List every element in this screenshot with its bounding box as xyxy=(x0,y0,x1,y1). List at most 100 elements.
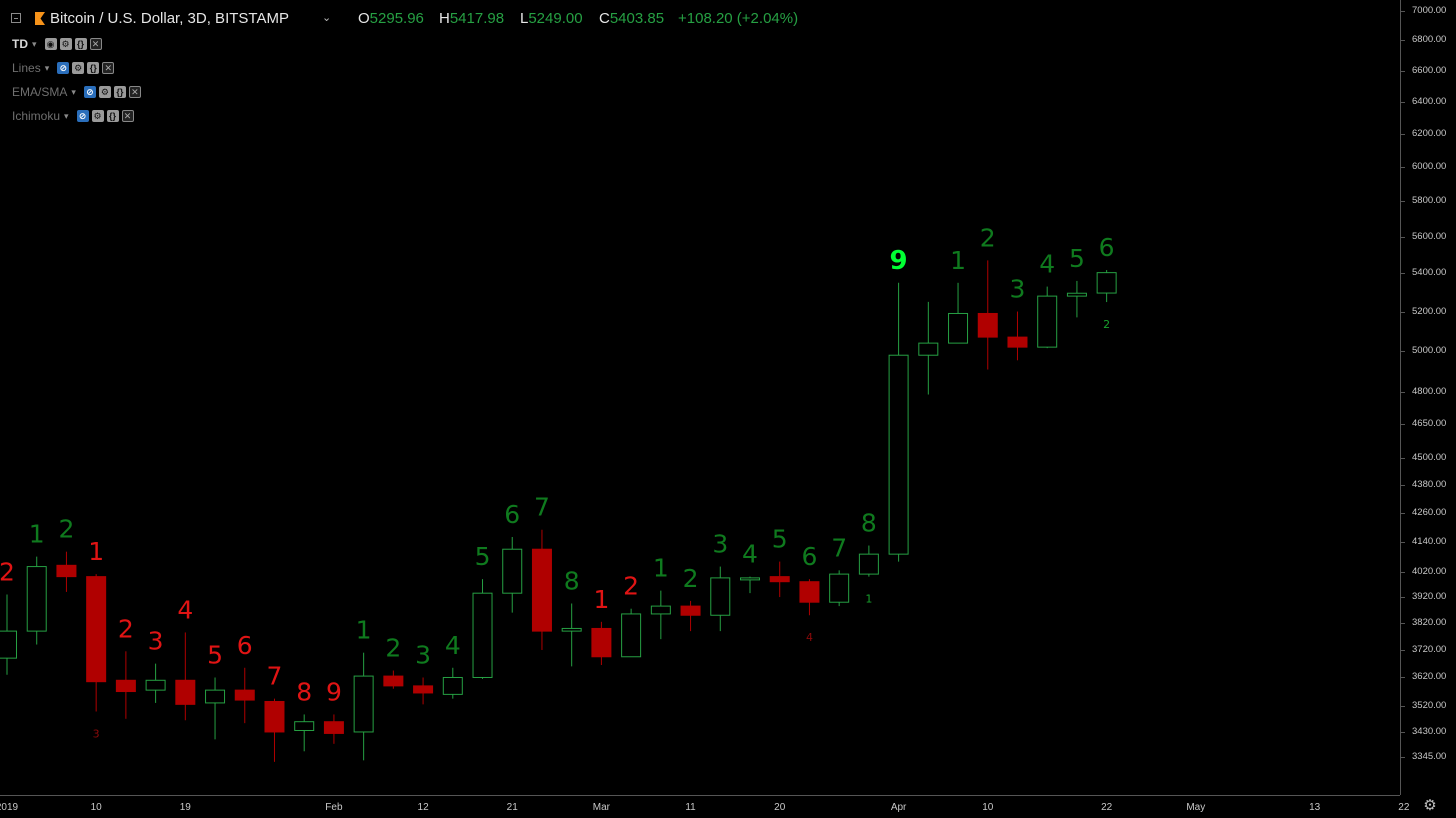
candle[interactable] xyxy=(650,590,671,640)
td-count-label: 4 xyxy=(742,540,758,569)
candle[interactable] xyxy=(858,545,879,577)
close-icon[interactable]: ✕ xyxy=(128,86,141,98)
price-tick-label: 3720.00 xyxy=(1412,643,1447,655)
candle[interactable] xyxy=(383,670,404,689)
candle[interactable] xyxy=(234,667,255,724)
indicator-name[interactable]: Lines xyxy=(12,61,41,75)
candle[interactable] xyxy=(56,551,77,592)
candle-body xyxy=(888,354,909,555)
eye-icon[interactable]: ◉ xyxy=(44,38,57,50)
price-tick-mark xyxy=(1400,457,1405,459)
candle-body xyxy=(1037,295,1058,348)
td-setup-label: 2 xyxy=(1103,318,1110,331)
price-tick-mark xyxy=(1400,11,1405,13)
candle[interactable] xyxy=(0,594,17,675)
candle[interactable] xyxy=(1007,311,1028,361)
source-code-icon[interactable]: {} xyxy=(106,110,119,122)
gear-icon[interactable]: ⚙ xyxy=(98,86,111,98)
candle[interactable] xyxy=(829,570,850,607)
eye-off-icon[interactable]: ⊘ xyxy=(57,62,70,74)
candle[interactable] xyxy=(294,714,315,752)
candle-body xyxy=(472,592,493,678)
candle[interactable] xyxy=(26,556,47,645)
candle-body xyxy=(531,548,552,632)
candle[interactable] xyxy=(145,663,166,703)
price-axis[interactable] xyxy=(1400,0,1456,795)
candle[interactable] xyxy=(1037,286,1058,349)
indicator-name[interactable]: TD xyxy=(12,37,28,51)
chevron-down-icon[interactable]: ▾ xyxy=(32,38,37,49)
chevron-down-icon[interactable]: ▾ xyxy=(64,110,69,121)
time-tick-label: Mar xyxy=(592,802,611,813)
candle[interactable] xyxy=(769,561,790,598)
candle-body xyxy=(56,564,77,578)
price-tick-mark xyxy=(1400,484,1405,486)
td-setup-label: 1 xyxy=(865,593,872,606)
candle[interactable] xyxy=(205,677,226,740)
candle[interactable] xyxy=(680,600,701,632)
chevron-down-icon[interactable]: ▾ xyxy=(71,86,76,97)
eye-off-icon[interactable]: ⊘ xyxy=(83,86,96,98)
indicator-row-ema-sma[interactable]: EMA/SMA ▾ ⊘ ⚙ {} ✕ xyxy=(12,83,144,101)
candle[interactable] xyxy=(710,566,731,632)
gear-icon[interactable]: ⚙ xyxy=(91,110,104,122)
indicator-row-lines[interactable]: Lines ▾ ⊘ ⚙ {} ✕ xyxy=(12,59,117,77)
td-count-label: 2 xyxy=(58,515,74,544)
candle[interactable] xyxy=(472,579,493,679)
close-icon[interactable]: ✕ xyxy=(102,62,115,74)
candle[interactable] xyxy=(531,529,552,650)
price-tick-mark xyxy=(1400,424,1405,426)
gear-icon[interactable]: ⚙ xyxy=(59,38,72,50)
candle[interactable] xyxy=(918,301,939,395)
indicator-row-ichimoku[interactable]: Ichimoku ▾ ⊘ ⚙ {} ✕ xyxy=(12,107,137,125)
time-tick-label: 11 xyxy=(685,802,696,813)
price-tick-mark xyxy=(1400,597,1405,599)
source-code-icon[interactable]: {} xyxy=(113,86,126,98)
candle[interactable] xyxy=(353,652,374,761)
gear-icon[interactable]: ⚙ xyxy=(72,62,85,74)
candle[interactable] xyxy=(948,282,969,344)
candle[interactable] xyxy=(561,603,582,667)
candle[interactable] xyxy=(591,621,612,666)
time-axis[interactable] xyxy=(0,795,1400,818)
close-icon[interactable]: ✕ xyxy=(89,38,102,50)
chevron-down-icon[interactable]: ▾ xyxy=(44,62,50,73)
candle-body xyxy=(26,566,47,632)
td-count-label: 1 xyxy=(356,616,372,645)
candle[interactable] xyxy=(1096,270,1117,303)
candle[interactable] xyxy=(86,574,107,712)
price-tick-label: 4260.00 xyxy=(1412,506,1447,518)
td-count-label: 3 xyxy=(712,530,728,559)
candle[interactable] xyxy=(323,714,344,744)
candle[interactable] xyxy=(621,608,642,658)
candle[interactable] xyxy=(175,632,196,721)
candle[interactable] xyxy=(264,698,285,762)
indicator-name[interactable]: EMA/SMA xyxy=(12,85,68,99)
close-icon[interactable]: ✕ xyxy=(121,110,134,122)
candle[interactable] xyxy=(799,579,820,616)
candle[interactable] xyxy=(502,536,523,613)
price-tick-mark xyxy=(1400,757,1405,759)
indicator-name[interactable]: Ichimoku xyxy=(12,109,61,123)
source-code-icon[interactable]: {} xyxy=(74,38,87,50)
candle[interactable] xyxy=(888,282,909,562)
collapse-legend-button[interactable] xyxy=(11,13,21,23)
symbol-title[interactable]: Bitcoin / U.S. Dollar, 3D, BITSTAMP xyxy=(50,10,289,27)
candle[interactable] xyxy=(442,667,463,699)
price-tick-label: 6000.00 xyxy=(1412,160,1447,172)
price-tick-label: 4140.00 xyxy=(1412,535,1447,547)
eye-off-icon[interactable]: ⊘ xyxy=(76,110,89,122)
candle[interactable] xyxy=(1066,280,1087,318)
source-code-icon[interactable]: {} xyxy=(87,62,100,74)
candle[interactable] xyxy=(413,677,434,705)
price-tick-mark xyxy=(1400,273,1405,275)
indicator-row-td[interactable]: TD ▾ ◉ ⚙ {} ✕ xyxy=(12,35,105,53)
candle[interactable] xyxy=(115,651,136,719)
candle[interactable] xyxy=(977,260,998,370)
candle[interactable] xyxy=(740,576,760,594)
chevron-down-icon[interactable]: ⌄ xyxy=(322,12,332,24)
td-count-label: 3 xyxy=(415,640,431,669)
price-tick-mark xyxy=(1400,351,1405,353)
settings-gear-icon[interactable]: ⚙ xyxy=(1423,797,1437,814)
